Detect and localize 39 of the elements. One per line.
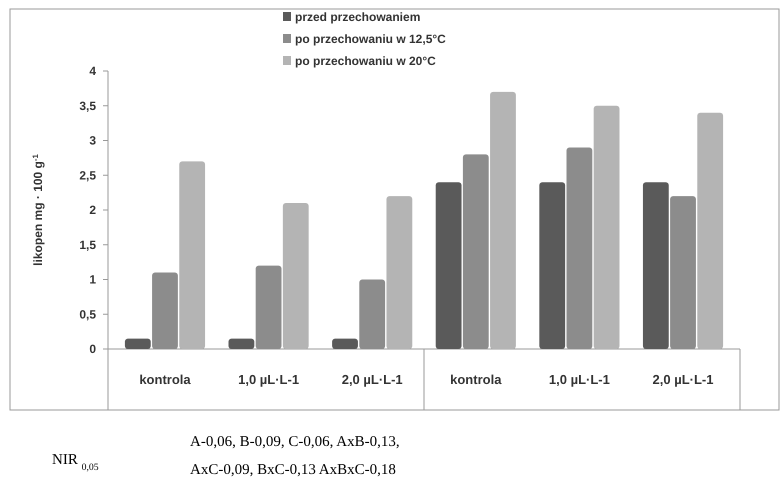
x-tick-label: kontrola [139,372,192,387]
legend-label: przed przechowaniem [295,10,420,24]
legend-label: po przechowaniu w 12,5°C [295,32,446,46]
y-tick-label: 3 [89,134,96,148]
y-tick-label: 2 [89,203,96,218]
y-tick-label: 2,5 [79,168,96,182]
x-tick-label: 2,0 µL·L-1 [342,372,403,387]
bar [256,266,282,349]
y-tick-label: 0,5 [79,307,96,322]
bar [642,182,669,349]
bar [594,106,620,349]
bar [566,147,592,349]
y-tick-label: 1 [89,272,96,287]
bar [282,203,309,349]
bar [332,338,358,349]
bar [386,196,412,349]
text: NIR $_{0,05}$ [52,452,99,472]
bar [436,182,462,349]
x-tick-label: 2,0 µL·L-1 [652,372,714,387]
bar [697,112,724,349]
bar [670,196,696,349]
bar [124,338,151,349]
bar [179,161,206,349]
y-tick-label: 3,5 [79,98,96,113]
bar [152,272,178,349]
text: AxC-0,09, BxC-0,13 AxBxC-0,18 [190,462,396,478]
y-tick-label: 1,5 [79,238,96,252]
x-tick-label: 1,0 µL·L-1 [548,372,610,387]
bar [490,92,516,349]
bar [359,280,386,349]
y-tick-label: 0 [89,342,96,356]
bar [539,182,566,349]
bar [462,154,489,349]
x-tick-label: 1,0 µL·L-1 [238,372,300,387]
legend-label: po przechowaniu w 20°C [295,54,436,68]
x-tick-label: kontrola [450,372,502,387]
y-tick-label: 4 [89,64,96,78]
bar [228,338,254,349]
text: A-0,06, B-0,09, C-0,06, AxB-0,13, [190,434,400,450]
